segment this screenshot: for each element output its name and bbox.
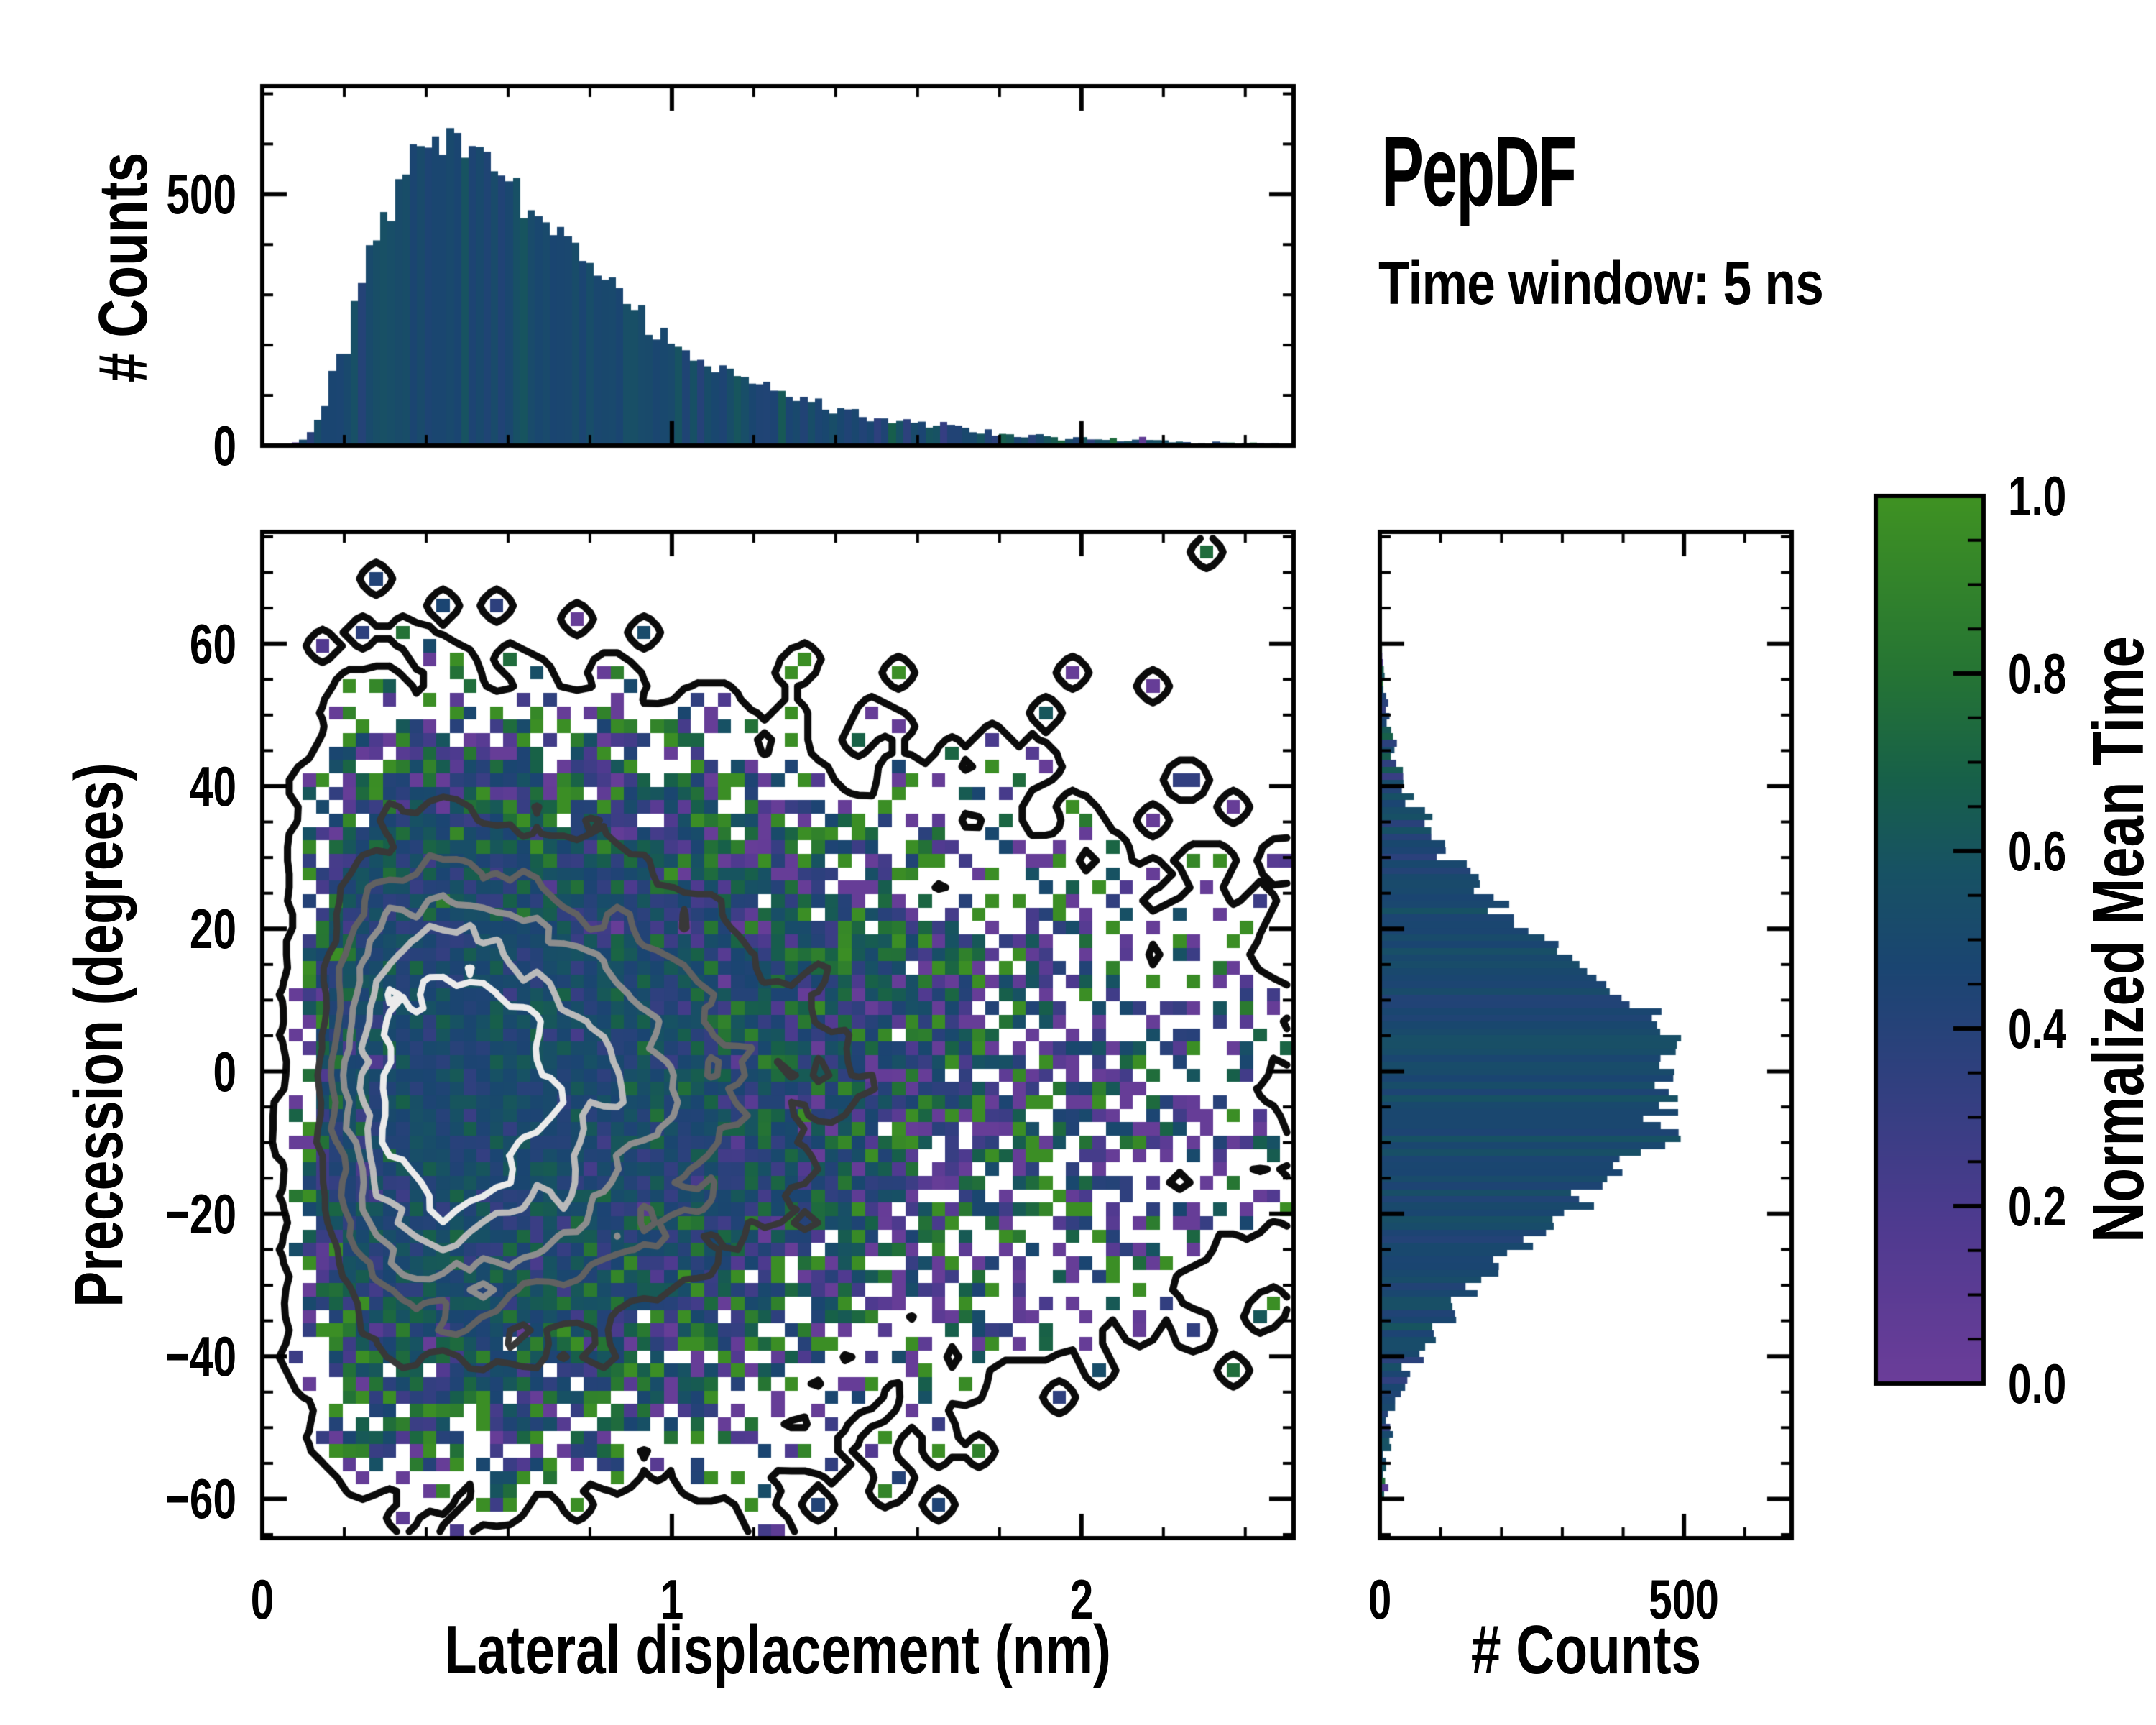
right-hist-xlabel: # Counts [1470, 1611, 1702, 1688]
top-hist-ylabel: # Counts [85, 152, 162, 383]
figure-title: PepDF [1381, 116, 1577, 227]
top-histogram-canvas [249, 73, 1307, 459]
colorbar-tick-label: 0.2 [2008, 1174, 2067, 1238]
main-y-tick-label: 0 [213, 1039, 236, 1103]
colorbar-canvas [1863, 483, 1996, 1397]
colorbar-tick-label: 0.8 [2008, 642, 2067, 705]
main-ylabel: Precession (degrees) [60, 763, 137, 1307]
top-hist-y-tick-label: 500 [166, 162, 236, 226]
right-hist-x-tick-label: 0 [1368, 1568, 1392, 1631]
main-y-tick-label: 20 [189, 897, 236, 961]
colorbar-tick-label: 0.4 [2008, 997, 2067, 1060]
top-hist-y-tick-label: 0 [213, 414, 236, 477]
main-y-tick-label: −60 [165, 1467, 236, 1531]
main-y-tick-label: 40 [189, 754, 236, 818]
figure-subtitle: Time window: 5 ns [1378, 249, 1824, 317]
main-y-tick-label: −20 [165, 1182, 236, 1246]
right-histogram-canvas [1367, 519, 1805, 1551]
main-y-tick-label: 60 [189, 612, 236, 676]
colorbar-label: Normalized Mean Time [2078, 636, 2156, 1243]
main-y-tick-label: −40 [165, 1325, 236, 1389]
colorbar-tick-label: 1.0 [2008, 464, 2067, 528]
colorbar-tick-label: 0.0 [2008, 1352, 2067, 1415]
main-x-tick-label: 2 [1069, 1568, 1094, 1631]
main-x-tick-label: 0 [250, 1568, 275, 1631]
main-x-tick-label: 1 [660, 1568, 684, 1631]
main-xlabel: Lateral displacement (nm) [444, 1611, 1111, 1688]
right-hist-x-tick-label: 500 [1649, 1568, 1719, 1631]
main-heatmap-canvas [249, 519, 1307, 1551]
colorbar-tick-label: 0.6 [2008, 819, 2067, 883]
